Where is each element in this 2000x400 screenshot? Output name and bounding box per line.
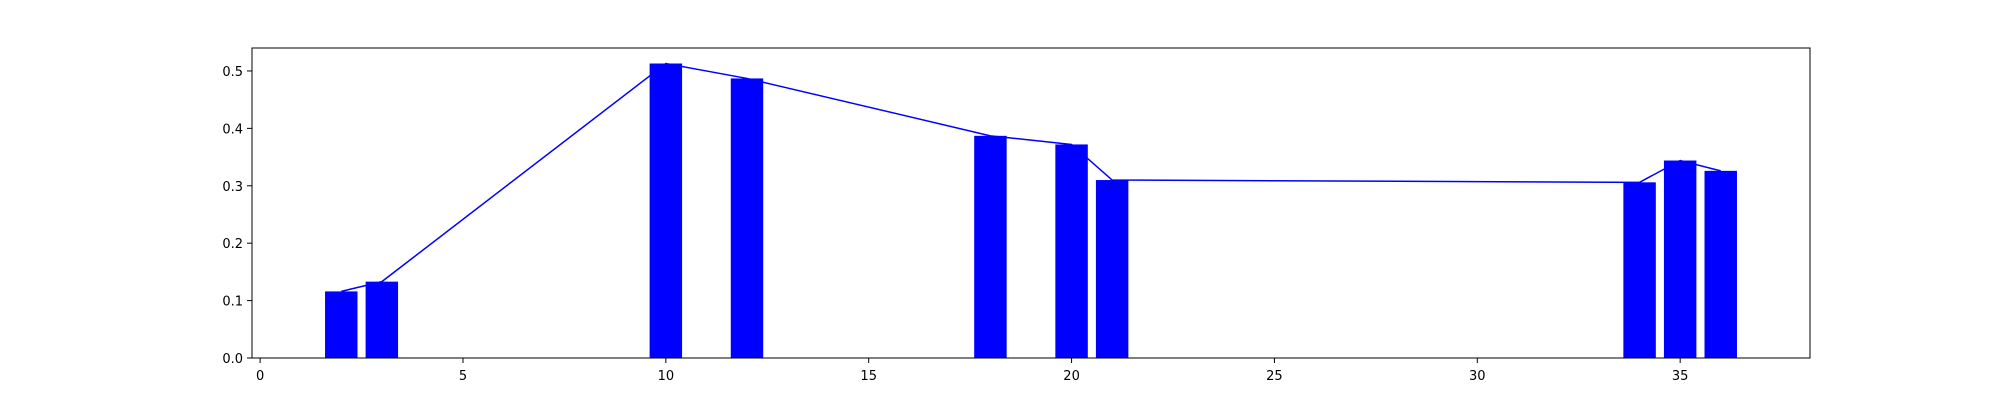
plot-frame (251, 47, 1811, 359)
bar (974, 135, 1007, 358)
series-line-layer (341, 62, 1721, 293)
y-tick-label: 0.0 (222, 352, 243, 367)
bar (365, 281, 399, 358)
y-tick-label: 0.3 (222, 180, 243, 195)
x-tick-label: 15 (860, 369, 877, 384)
x-axis: 0 5 10 15 20 25 30 35 (256, 358, 1688, 384)
series-line (341, 62, 1721, 293)
y-tick-label: 0.5 (222, 65, 243, 80)
y-tick-label: 0.1 (222, 295, 243, 310)
x-tick-label: 30 (1469, 369, 1486, 384)
x-tick-label: 0 (256, 369, 264, 384)
bars (325, 63, 1737, 358)
y-tick-label: 0.2 (222, 237, 243, 252)
bar (325, 291, 358, 358)
y-tick-label: 0.4 (222, 122, 243, 137)
x-tick-label: 25 (1266, 369, 1283, 384)
bar (1623, 182, 1656, 358)
y-axis: 0.0 0.1 0.2 0.3 0.4 0.5 (222, 65, 252, 367)
bar (1663, 160, 1697, 358)
bar (1095, 180, 1129, 358)
bar (1704, 170, 1737, 358)
x-tick-label: 10 (658, 369, 675, 384)
x-tick-label: 5 (459, 369, 467, 384)
x-tick-label: 35 (1672, 369, 1689, 384)
bar (730, 78, 764, 358)
bar (649, 63, 683, 358)
x-tick-label: 20 (1063, 369, 1080, 384)
bar (1055, 144, 1088, 358)
